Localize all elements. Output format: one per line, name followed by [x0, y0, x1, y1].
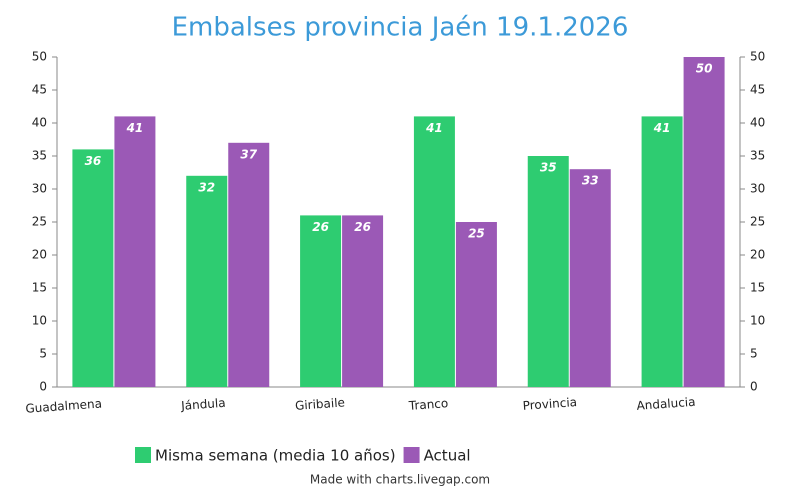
value-label: 26	[312, 220, 329, 234]
value-label: 50	[696, 62, 713, 76]
bar	[300, 215, 342, 387]
bar	[72, 149, 114, 387]
y2-tick-label: 30	[750, 182, 765, 196]
x-tick-label: Giribaile	[295, 395, 346, 412]
y2-tick-label: 0	[750, 380, 758, 394]
x-tick-label: Provincia	[522, 395, 577, 413]
y2-tick-label: 40	[750, 116, 765, 130]
value-label: 25	[468, 227, 485, 241]
bar	[413, 116, 455, 388]
legend-swatch	[135, 447, 151, 463]
y2-tick-label: 50	[750, 50, 765, 64]
legend-label: Misma semana (media 10 años)	[155, 447, 396, 465]
y-tick-label: 50	[32, 50, 47, 64]
legend-swatch	[403, 447, 420, 463]
value-label: 26	[354, 220, 371, 234]
x-tick-label: Guadalmena	[25, 396, 102, 415]
y2-tick-label: 35	[750, 149, 765, 163]
footer: Made with charts.livegap.com	[310, 473, 490, 487]
bar	[527, 156, 569, 387]
value-label: 41	[653, 121, 671, 135]
bar	[683, 57, 725, 387]
bar	[455, 222, 497, 387]
x-tick-label: Jándula	[180, 396, 226, 413]
y-tick-label: 10	[32, 314, 47, 328]
y-tick-label: 20	[32, 248, 47, 262]
y2-tick-label: 10	[750, 314, 765, 328]
y2-tick-label: 15	[750, 281, 765, 295]
y-tick-label: 35	[32, 149, 47, 163]
value-label: 33	[582, 174, 599, 188]
y2-tick-label: 5	[750, 347, 758, 361]
value-label: 36	[85, 154, 102, 168]
value-label: 32	[198, 180, 215, 194]
y-tick-label: 15	[32, 281, 47, 295]
bar	[228, 142, 270, 387]
y-tick-label: 45	[32, 83, 47, 97]
x-tick-label: Andalucia	[636, 395, 696, 413]
bar	[114, 116, 156, 388]
y-tick-label: 5	[39, 347, 47, 361]
y-tick-label: 40	[32, 116, 47, 130]
value-label: 41	[425, 121, 443, 135]
y-tick-label: 30	[32, 182, 47, 196]
x-tick-label: Tranco	[407, 396, 448, 413]
value-label: 37	[240, 147, 257, 161]
bar	[186, 175, 228, 387]
y2-tick-label: 20	[750, 248, 765, 262]
value-label: 35	[540, 161, 557, 175]
bar	[569, 169, 611, 387]
legend-label: Actual	[424, 447, 471, 465]
bar	[342, 215, 384, 387]
y-tick-label: 25	[32, 215, 47, 229]
y2-tick-label: 25	[750, 215, 765, 229]
bar	[641, 116, 683, 388]
value-label: 41	[126, 121, 144, 135]
chart-title: Embalses provincia Jaén 19.1.2026	[172, 13, 629, 43]
y-tick-label: 0	[39, 380, 47, 394]
y2-tick-label: 45	[750, 83, 765, 97]
